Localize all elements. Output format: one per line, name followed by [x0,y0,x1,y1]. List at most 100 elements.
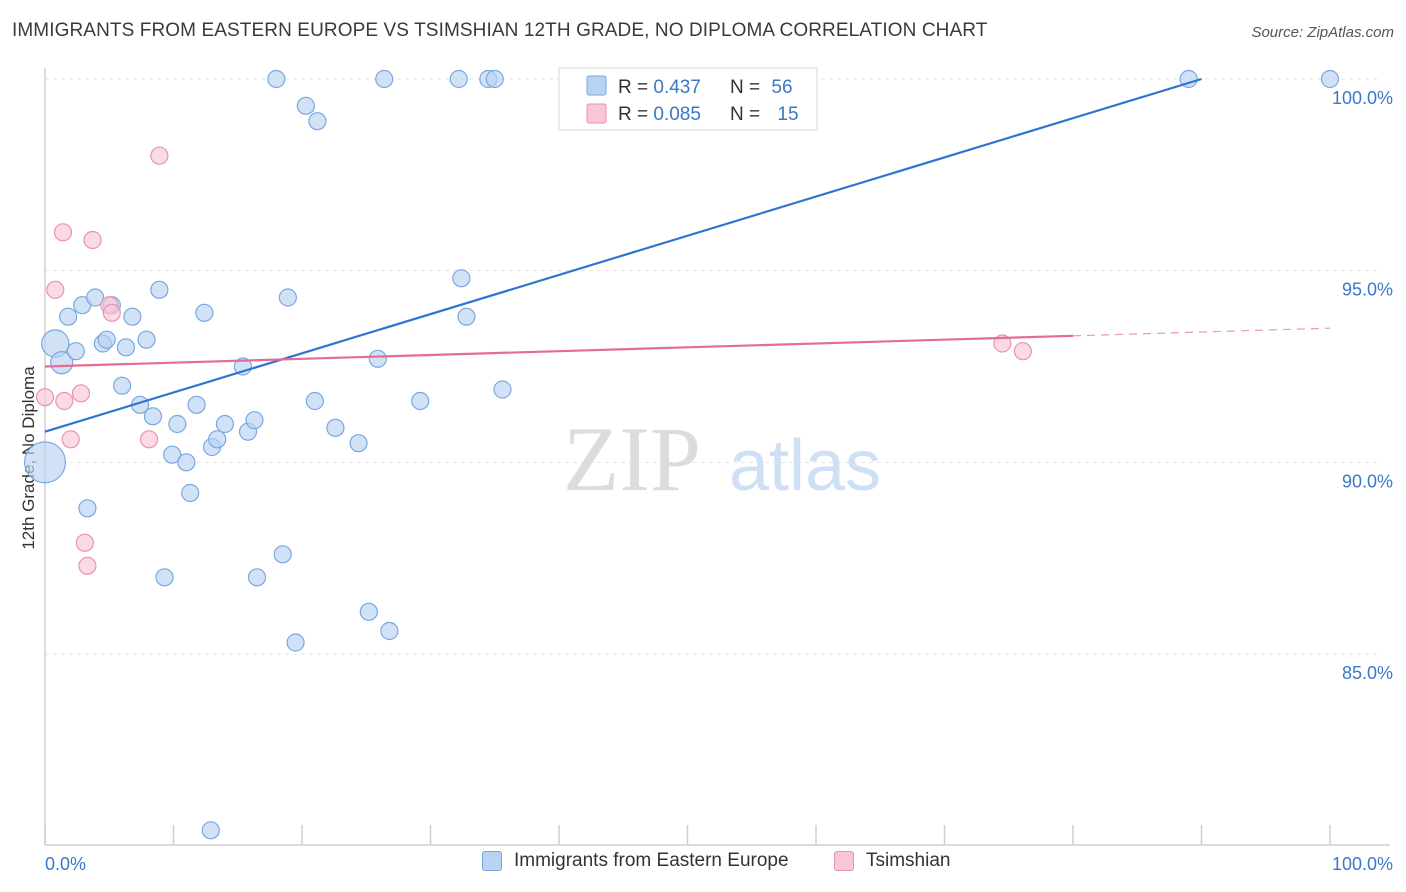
data-point [55,391,74,411]
y-tick-label: 95.0% [1342,280,1393,300]
legend-r-label: R = [618,77,653,98]
data-point [139,430,159,449]
legend-swatch-blue [586,75,607,96]
x-tick-labels: 0.0% 100.0% [45,854,1393,874]
legend-label: Immigrants from Eastern Europe [514,850,789,871]
data-point [201,821,220,840]
watermark-atlas: atlas [729,426,881,506]
data-point [359,602,378,621]
legend-r-value: 0.437 [653,77,701,98]
data-point [116,338,136,357]
data-point [75,533,94,552]
trend-line-eastern-europe [44,77,1202,433]
data-point [452,269,471,288]
data-point [449,69,468,89]
data-point [71,384,91,403]
data-point [195,303,214,322]
data-point [349,434,368,453]
data-point [150,146,169,165]
data-point [102,303,121,322]
svg-text:R = 0.085: R = 0.085 [618,104,701,125]
data-point [143,407,163,426]
y-tick-label: 90.0% [1342,471,1393,491]
data-point [245,411,264,430]
legend-item-tsimshian[interactable]: Tsimshian [834,850,950,872]
data-point [1013,342,1032,361]
data-point [137,330,156,349]
data-point [457,307,476,326]
data-point [163,445,182,464]
data-point [123,307,142,326]
data-point [177,453,196,472]
legend-n-label: N = [730,104,765,125]
data-point [296,96,315,115]
x-tick-label: 0.0% [45,854,86,874]
axes [44,68,1390,846]
data-point [368,349,387,368]
data-point [78,499,97,518]
legend-label: Tsimshian [866,850,951,871]
data-point [50,351,74,375]
chart-title: IMMIGRANTS FROM EASTERN EUROPE VS TSIMSH… [12,20,988,41]
series-tsimshian [35,146,1032,575]
legend-n-value: 15 [777,104,798,125]
data-point [278,288,297,307]
data-point [993,334,1012,353]
legend-item-eastern-europe[interactable]: Immigrants from Eastern Europe [482,850,789,872]
data-point [168,414,187,434]
data-point [215,414,234,434]
data-point [326,418,345,437]
svg-text:N = 56: N = 56 [730,77,793,98]
legend-r-label: R = [618,104,653,125]
data-point [155,568,174,587]
svg-text:R = 0.437: R = 0.437 [618,77,701,98]
legend-swatch-pink [834,851,854,871]
data-point [61,430,80,449]
data-point [273,545,292,564]
data-point [493,380,512,399]
data-point [83,230,102,250]
legend-swatch-blue [482,851,502,871]
data-point [187,395,206,414]
data-point [66,342,85,361]
data-point [112,376,132,395]
data-point [59,307,78,326]
y-tick-label: 85.0% [1342,663,1393,683]
data-point [53,223,73,242]
data-point [305,391,324,411]
legend-swatch-pink [586,103,607,124]
watermark: ZIP atlas [563,408,881,510]
data-point [1320,69,1340,89]
trend-line-tsimshian [44,334,1074,368]
y-tick-labels: 85.0% 90.0% 95.0% 100.0% [1332,88,1393,683]
data-point [181,483,200,503]
data-point [247,568,267,587]
data-point [375,69,394,89]
legend-n-value: 56 [771,77,792,98]
data-point [35,388,55,407]
data-point [411,391,430,411]
legend-n-label: N = [730,77,765,98]
data-point [46,280,65,299]
data-point [86,288,105,307]
x-tick-label: 100.0% [1332,854,1393,874]
data-point [286,633,305,652]
trend-line-tsimshian-extension [1072,327,1331,337]
y-tick-label: 100.0% [1332,88,1393,108]
svg-text:N = 15: N = 15 [730,104,799,125]
legend-r-value: 0.085 [653,104,701,125]
data-point [78,556,97,575]
watermark-zip: ZIP [563,408,701,510]
data-point [208,430,227,449]
data-point [308,112,327,131]
data-point [267,69,286,89]
trend-lines [44,77,1331,433]
source-credit: Source: ZipAtlas.com [1251,24,1394,41]
data-point [150,280,169,299]
data-point [485,69,504,89]
data-point [24,441,66,484]
data-point [97,330,116,349]
series-eastern-europe [24,69,1340,840]
legend: R = 0.437 N = 56 R = 0.085 N = 15 [558,67,818,131]
